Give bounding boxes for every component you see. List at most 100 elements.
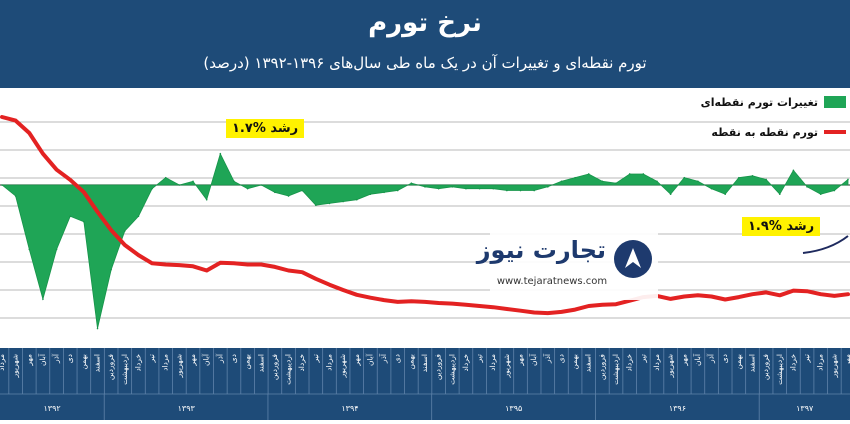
area-point xyxy=(342,200,344,203)
area-point xyxy=(669,193,672,195)
line-point xyxy=(246,263,249,266)
line-point xyxy=(533,311,536,314)
line-point xyxy=(710,295,713,298)
area-point xyxy=(151,187,153,190)
month-tick-label: مرداد xyxy=(161,354,170,371)
month-tick-label: شهریور xyxy=(666,354,675,378)
line-point xyxy=(424,300,426,303)
markers xyxy=(1,116,849,330)
area-point xyxy=(274,191,276,194)
month-tick-label: مهر xyxy=(188,354,197,367)
area-point xyxy=(628,173,631,175)
watermark: تجارت نیوز www.tejaratnews.com xyxy=(477,232,658,300)
area-point xyxy=(355,198,358,201)
line-point xyxy=(833,294,836,297)
month-tick-label: تیر xyxy=(311,354,320,364)
area-point xyxy=(587,173,590,175)
line-point xyxy=(232,262,235,265)
month-tick-label: دی xyxy=(556,354,565,363)
line-point xyxy=(669,297,672,300)
month-tick-label: بهمن xyxy=(79,354,88,370)
line-point xyxy=(151,262,154,265)
year-label: ۱۳۹۶ xyxy=(669,404,686,413)
line-point xyxy=(396,300,399,303)
tejaratnews-logo-icon xyxy=(614,240,652,278)
month-tick-label: اسفند xyxy=(256,354,265,372)
month-tick-label: تیر xyxy=(475,354,484,364)
line-point xyxy=(164,263,167,266)
area-point xyxy=(192,180,194,183)
area-point xyxy=(574,176,576,179)
line-point xyxy=(464,303,467,306)
month-tick-label: مرداد xyxy=(652,354,661,371)
area-point xyxy=(396,189,399,192)
month-tick-label: فروردین xyxy=(106,354,115,381)
line-point xyxy=(82,191,85,194)
area-point xyxy=(28,248,31,251)
month-tick-label: آبان xyxy=(364,353,374,366)
area-point xyxy=(55,248,58,251)
line-point xyxy=(314,277,317,280)
line-point xyxy=(437,302,440,305)
callout-curve xyxy=(802,235,849,254)
area-point xyxy=(560,180,563,183)
line-point xyxy=(1,116,3,118)
watermark-url: www.tejaratnews.com xyxy=(496,276,608,287)
month-tick-label: مرداد xyxy=(324,354,333,371)
area-point xyxy=(492,187,495,190)
line-point xyxy=(696,294,699,297)
line-point xyxy=(819,293,822,296)
area-point xyxy=(83,221,85,223)
line-point xyxy=(355,293,358,296)
line-point xyxy=(41,152,44,155)
month-tick-label: شهریور xyxy=(829,354,838,378)
area-point xyxy=(137,215,140,218)
line-point xyxy=(683,295,686,298)
line-point xyxy=(96,210,99,213)
month-tick-label: تیر xyxy=(802,354,811,364)
month-tick-label: فروردین xyxy=(597,354,606,381)
area-point xyxy=(301,189,303,192)
legend-item-area: تغییرات تورم نقطه‌ای xyxy=(701,94,846,110)
month-tick-label: اردیبهشت xyxy=(284,354,293,385)
area-point xyxy=(246,187,249,190)
area-point xyxy=(465,187,467,190)
area-point xyxy=(287,195,290,197)
area-point xyxy=(69,215,72,218)
area-point xyxy=(833,189,836,192)
month-tick-label: شهریور xyxy=(11,354,20,378)
line-point xyxy=(287,269,290,272)
month-tick-label: خرداد xyxy=(297,354,306,372)
area-point xyxy=(765,178,767,181)
month-tick-label: آبان xyxy=(528,353,538,366)
line-point xyxy=(587,305,590,308)
growth-callout-1: رشد %۱.۷ xyxy=(226,119,305,138)
area-point xyxy=(437,187,440,190)
month-tick-label: مهر xyxy=(352,354,361,367)
line-point xyxy=(410,300,413,303)
line-point xyxy=(369,296,372,299)
month-tick-label: بهمن xyxy=(243,354,252,370)
line-point xyxy=(519,309,522,312)
line-point xyxy=(328,283,331,286)
line-point xyxy=(847,293,849,296)
legend-item-line: تورم نقطه به نقطه xyxy=(711,124,846,140)
area-point xyxy=(697,180,699,183)
line-point xyxy=(342,289,345,292)
area-point xyxy=(110,268,112,271)
month-tick-label: آذر xyxy=(51,353,61,364)
area-point xyxy=(328,202,331,205)
month-tick-label: تیر xyxy=(147,354,156,364)
line-point xyxy=(28,131,31,134)
area-point xyxy=(506,189,508,192)
area-point xyxy=(656,180,658,183)
chart-title: نرخ تورم xyxy=(368,8,482,38)
month-tick-label: دی xyxy=(720,354,729,363)
line-point xyxy=(765,291,768,294)
area-point xyxy=(205,198,208,201)
year-label: ۱۳۹۴ xyxy=(341,404,358,413)
month-tick-label: آبان xyxy=(201,353,211,366)
line-point xyxy=(806,290,809,293)
line-point xyxy=(273,265,276,268)
year-label: ۱۳۹۳ xyxy=(178,404,196,413)
